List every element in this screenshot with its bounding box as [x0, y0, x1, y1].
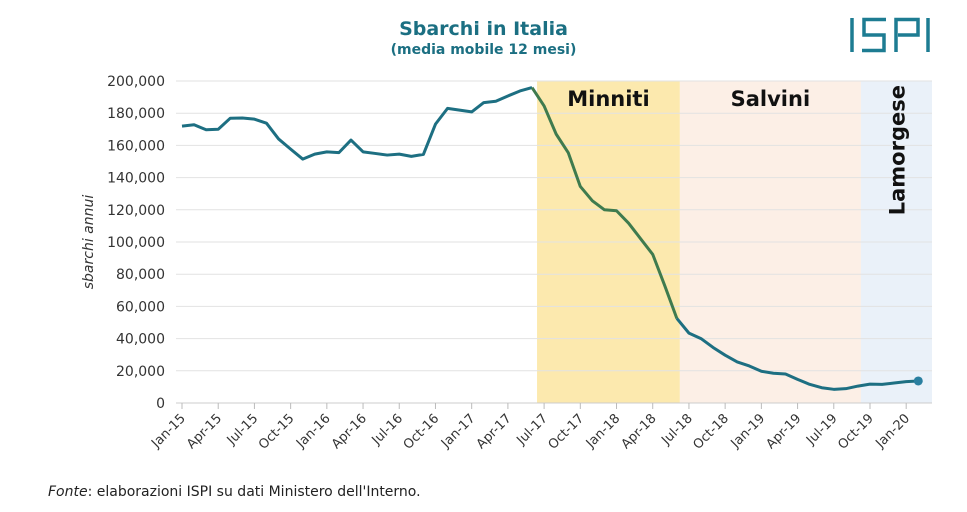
source-text: : elaborazioni ISPI su dati Ministero de…	[87, 484, 421, 500]
y-tick-label: 20,000	[116, 364, 165, 380]
x-tick-label: Jan-18	[583, 411, 624, 452]
ispi-logo	[850, 17, 930, 53]
x-tick-label: Oct-17	[546, 411, 588, 453]
source-prefix: Fonte	[48, 484, 88, 500]
y-tick-label: 40,000	[116, 332, 165, 348]
chart-title: Sbarchi in Italia	[399, 18, 568, 40]
x-tick-label: Oct-15	[256, 411, 298, 453]
x-tick-label: Apr-18	[619, 411, 660, 452]
band-label: Minniti	[567, 87, 649, 111]
x-tick-label: Jan-15	[148, 411, 189, 452]
y-tick-label: 200,000	[107, 74, 165, 90]
x-tick-label: Apr-15	[184, 411, 225, 452]
y-tick-label: 100,000	[107, 235, 165, 251]
x-tick-label: Jan-20	[873, 411, 914, 452]
x-tick-label: Oct-18	[690, 411, 732, 453]
band-label: Salvini	[731, 87, 811, 111]
x-tick-label: Oct-19	[835, 411, 877, 453]
x-tick-label: Apr-17	[474, 411, 515, 452]
line-series-minniti	[530, 86, 679, 319]
y-tick-label: 120,000	[107, 203, 165, 219]
x-tick-label: Apr-16	[329, 411, 370, 452]
y-tick-label: 60,000	[116, 299, 165, 315]
y-tick-label: 180,000	[107, 106, 165, 122]
line-series-before	[181, 86, 533, 161]
y-tick-label: 160,000	[107, 138, 165, 154]
band-label: Lamorgese	[885, 85, 909, 215]
x-tick-label: Apr-19	[763, 411, 804, 452]
source-note: Fonte: elaborazioni ISPI su dati Ministe…	[48, 484, 421, 500]
last-point-marker	[913, 376, 923, 386]
x-tick-label: Oct-16	[401, 411, 443, 453]
x-tick-label: Jan-19	[728, 411, 769, 452]
y-tick-label: 0	[156, 396, 165, 412]
y-tick-label: 140,000	[107, 171, 165, 187]
line-chart: 0 20,000 40,000 60,000 80,000 100,000 120,000 1…	[81, 74, 932, 453]
x-tick-label: Jan-17	[438, 411, 479, 452]
y-axis-label: sbarchi annui	[81, 195, 97, 290]
x-tick-label: Jan-16	[293, 411, 334, 452]
line-series-after	[675, 317, 919, 391]
chart-subtitle: (media mobile 12 mesi)	[390, 42, 577, 58]
y-tick-label: 80,000	[116, 267, 165, 283]
